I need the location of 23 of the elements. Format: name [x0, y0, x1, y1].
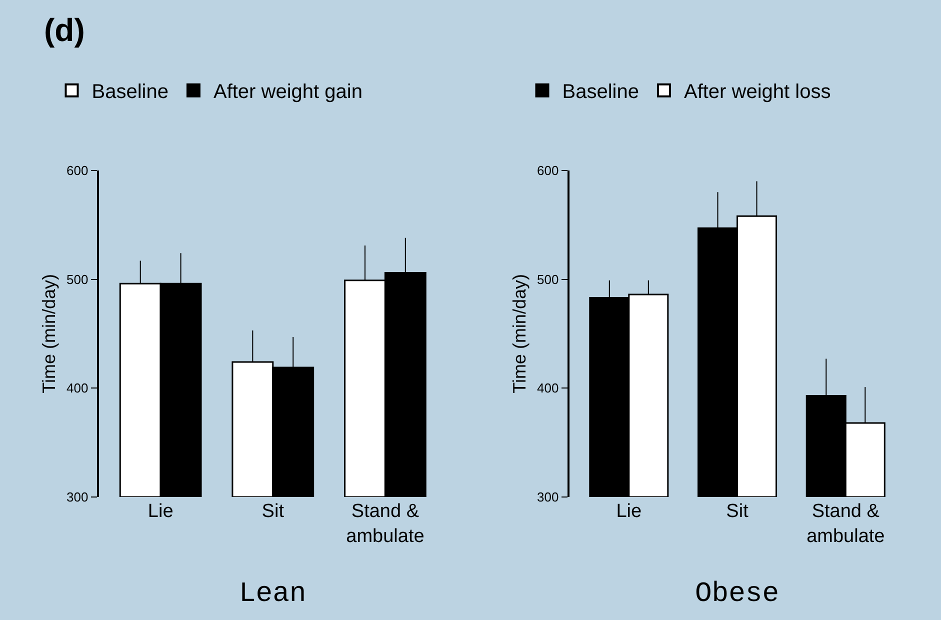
- x-tick-label: Lie: [616, 501, 642, 522]
- y-axis-title: Time (min/day): [510, 274, 530, 394]
- x-tick-label: Stand & ambulate: [346, 501, 424, 547]
- y-tick-label: 600: [537, 162, 559, 178]
- y-tick-label: 400: [537, 380, 559, 396]
- legend-label: After weight loss: [684, 81, 831, 104]
- text: (d): [44, 12, 85, 48]
- legend-label: Baseline: [92, 81, 168, 104]
- y-tick-label: 400: [66, 380, 88, 396]
- y-tick-label: 600: [66, 162, 88, 178]
- y-tick-label: 500: [66, 272, 88, 287]
- x-tick-label: Stand & ambulate: [806, 501, 885, 547]
- text: Lean: [239, 579, 306, 610]
- y-tick-label: 500: [537, 272, 559, 287]
- x-tick-label: Sit: [262, 501, 285, 522]
- y-axis-title: Time (min/day): [39, 274, 60, 394]
- y-tick-label: 300: [537, 490, 559, 505]
- y-tick-label: 300: [66, 490, 88, 505]
- legend-label: Baseline: [562, 81, 639, 104]
- x-tick-label: Sit: [726, 501, 750, 522]
- x-tick-label: Lie: [148, 501, 174, 522]
- text: Obese: [695, 579, 780, 610]
- legend-label: After weight gain: [213, 81, 362, 104]
